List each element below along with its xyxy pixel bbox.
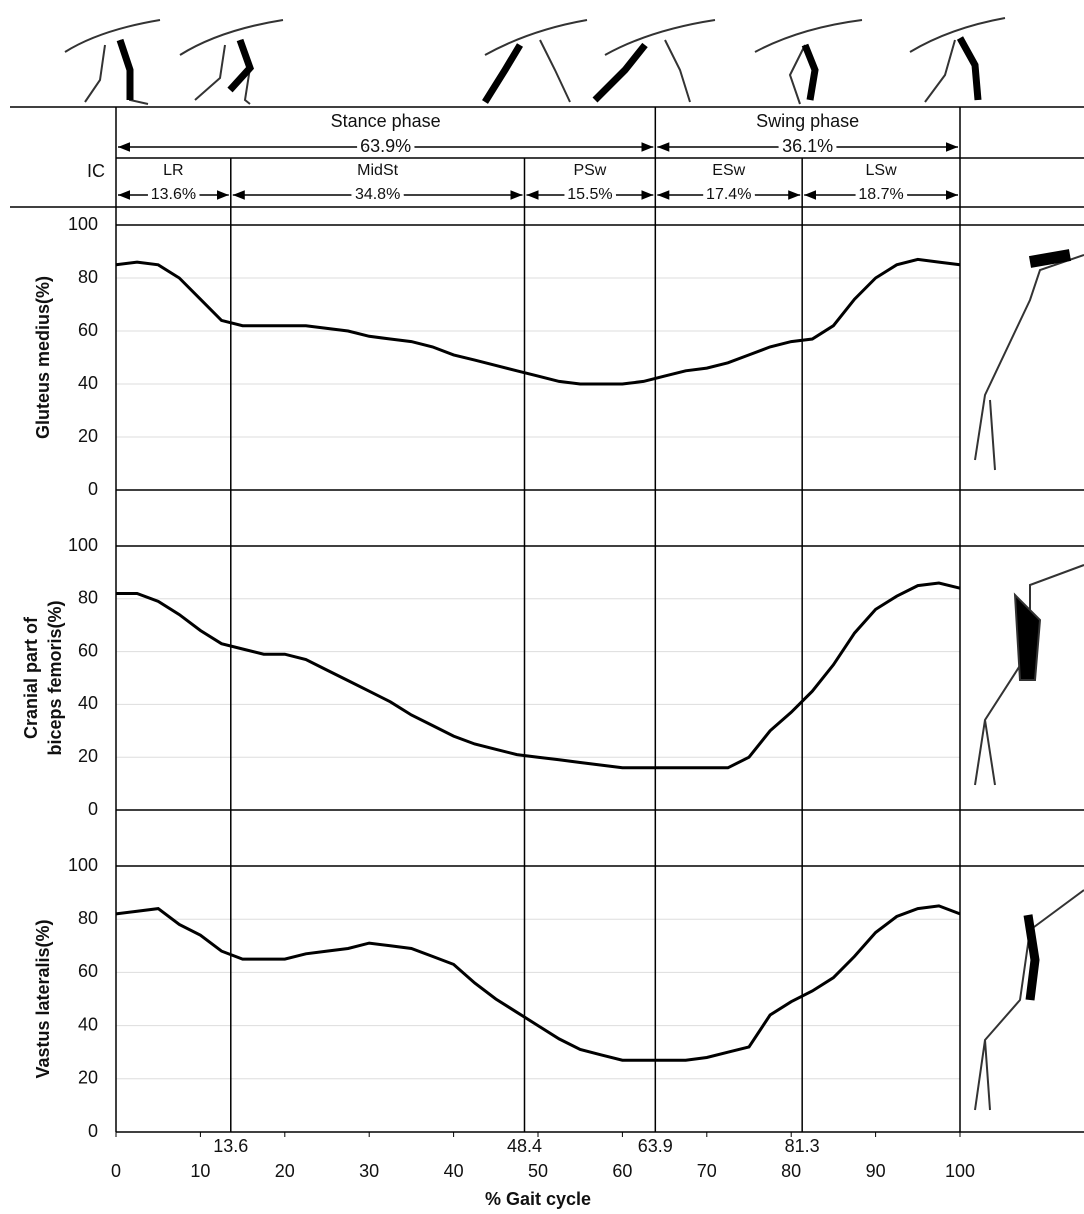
subphase-label: LR [163, 162, 183, 179]
y-tick-label: 0 [88, 1121, 98, 1141]
subphase-label: MidSt [357, 162, 398, 179]
x-tick-label: 70 [697, 1161, 717, 1181]
subphase-percent: 17.4% [706, 186, 751, 203]
phase-label: Swing phase [756, 111, 859, 131]
x-tick-label: 20 [275, 1161, 295, 1181]
x-tick-label: 10 [190, 1161, 210, 1181]
y-tick-label: 60 [78, 320, 98, 340]
x-axis-label: % Gait cycle [485, 1189, 591, 1209]
x-tick-label: 80 [781, 1161, 801, 1181]
x-tick-label: 90 [866, 1161, 886, 1181]
y-tick-label: 80 [78, 588, 98, 608]
y-tick-label: 0 [88, 799, 98, 819]
y-axis-label: biceps femoris(%) [45, 600, 65, 755]
skeleton-icons [64, 17, 1084, 1111]
data-line [115, 257, 961, 386]
subphase-percent: 15.5% [567, 186, 612, 203]
subphase-label: ESw [712, 162, 745, 179]
y-tick-label: 80 [78, 267, 98, 287]
ic-label: IC [87, 161, 105, 181]
y-tick-label: 100 [68, 855, 98, 875]
boundary-label: 81.3 [785, 1136, 820, 1156]
y-tick-label: 60 [78, 640, 98, 660]
y-axis-label: Gluteus medius(%) [33, 276, 53, 439]
y-axis-label: Vastus lateralis(%) [33, 919, 53, 1078]
y-tick-label: 40 [78, 1014, 98, 1034]
phase-label: Stance phase [331, 111, 441, 131]
y-axis-label: Cranial part of [21, 616, 41, 739]
subphase-percent: 13.6% [151, 186, 196, 203]
y-tick-label: 0 [88, 479, 98, 499]
subphase-label: LSw [866, 162, 898, 179]
y-tick-label: 60 [78, 961, 98, 981]
boundary-label: 13.6 [213, 1136, 248, 1156]
boundary-label: 48.4 [507, 1136, 542, 1156]
x-tick-label: 60 [612, 1161, 632, 1181]
subphase-percent: 18.7% [858, 186, 903, 203]
data-line [115, 904, 961, 1062]
y-tick-label: 100 [68, 214, 98, 234]
x-tick-label: 40 [444, 1161, 464, 1181]
y-tick-label: 40 [78, 693, 98, 713]
x-tick-label: 30 [359, 1161, 379, 1181]
subphase-percent: 34.8% [355, 186, 400, 203]
x-tick-label: 0 [111, 1161, 121, 1181]
y-tick-label: 40 [78, 373, 98, 393]
phase-percent: 36.1% [782, 136, 833, 156]
phase-percent: 63.9% [360, 136, 411, 156]
y-tick-label: 100 [68, 535, 98, 555]
x-tick-label: 100 [945, 1161, 975, 1181]
subphase-label: PSw [573, 162, 606, 179]
data-line [116, 581, 961, 770]
boundary-label: 63.9 [638, 1136, 673, 1156]
y-tick-label: 20 [78, 426, 98, 446]
y-tick-label: 20 [78, 746, 98, 766]
x-tick-label: 50 [528, 1161, 548, 1181]
y-tick-label: 80 [78, 908, 98, 928]
y-tick-label: 20 [78, 1068, 98, 1088]
